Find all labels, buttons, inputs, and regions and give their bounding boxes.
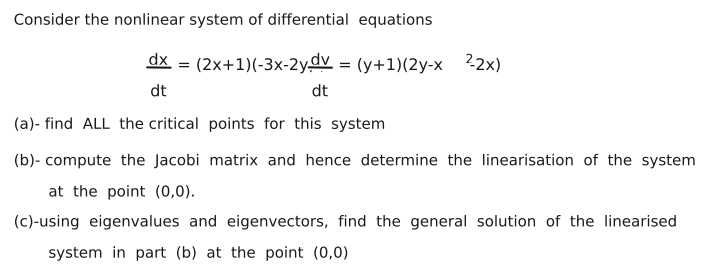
Text: at  the  point  (0,0).: at the point (0,0). [48,184,196,200]
Text: = (y+1)(2y-x: = (y+1)(2y-x [338,58,444,73]
Text: 2: 2 [466,53,474,66]
Text: Consider the nonlinear system of differential  equations: Consider the nonlinear system of differe… [14,13,436,28]
Text: dt: dt [312,84,328,99]
Text: dx: dx [148,53,168,68]
Text: (c)-using  eigenvalues  and  eigenvectors,  find  the  general  solution  of  th: (c)-using eigenvalues and eigenvectors, … [14,214,681,229]
Text: system  in  part  (b)  at  the  point  (0,0): system in part (b) at the point (0,0) [48,246,349,261]
Text: = (2x+1)(-3x-2y) ,: = (2x+1)(-3x-2y) , [177,58,325,73]
Text: dt: dt [150,84,167,99]
Text: (b)- compute  the  Jacobi  matrix  and  hence  determine  the  linearisation  of: (b)- compute the Jacobi matrix and hence… [14,153,699,168]
Text: (a)- find  ALL  the critical  points  for  this  system: (a)- find ALL the critical points for th… [14,117,387,132]
Text: dy: dy [310,53,330,68]
Text: -2x): -2x) [469,58,501,73]
